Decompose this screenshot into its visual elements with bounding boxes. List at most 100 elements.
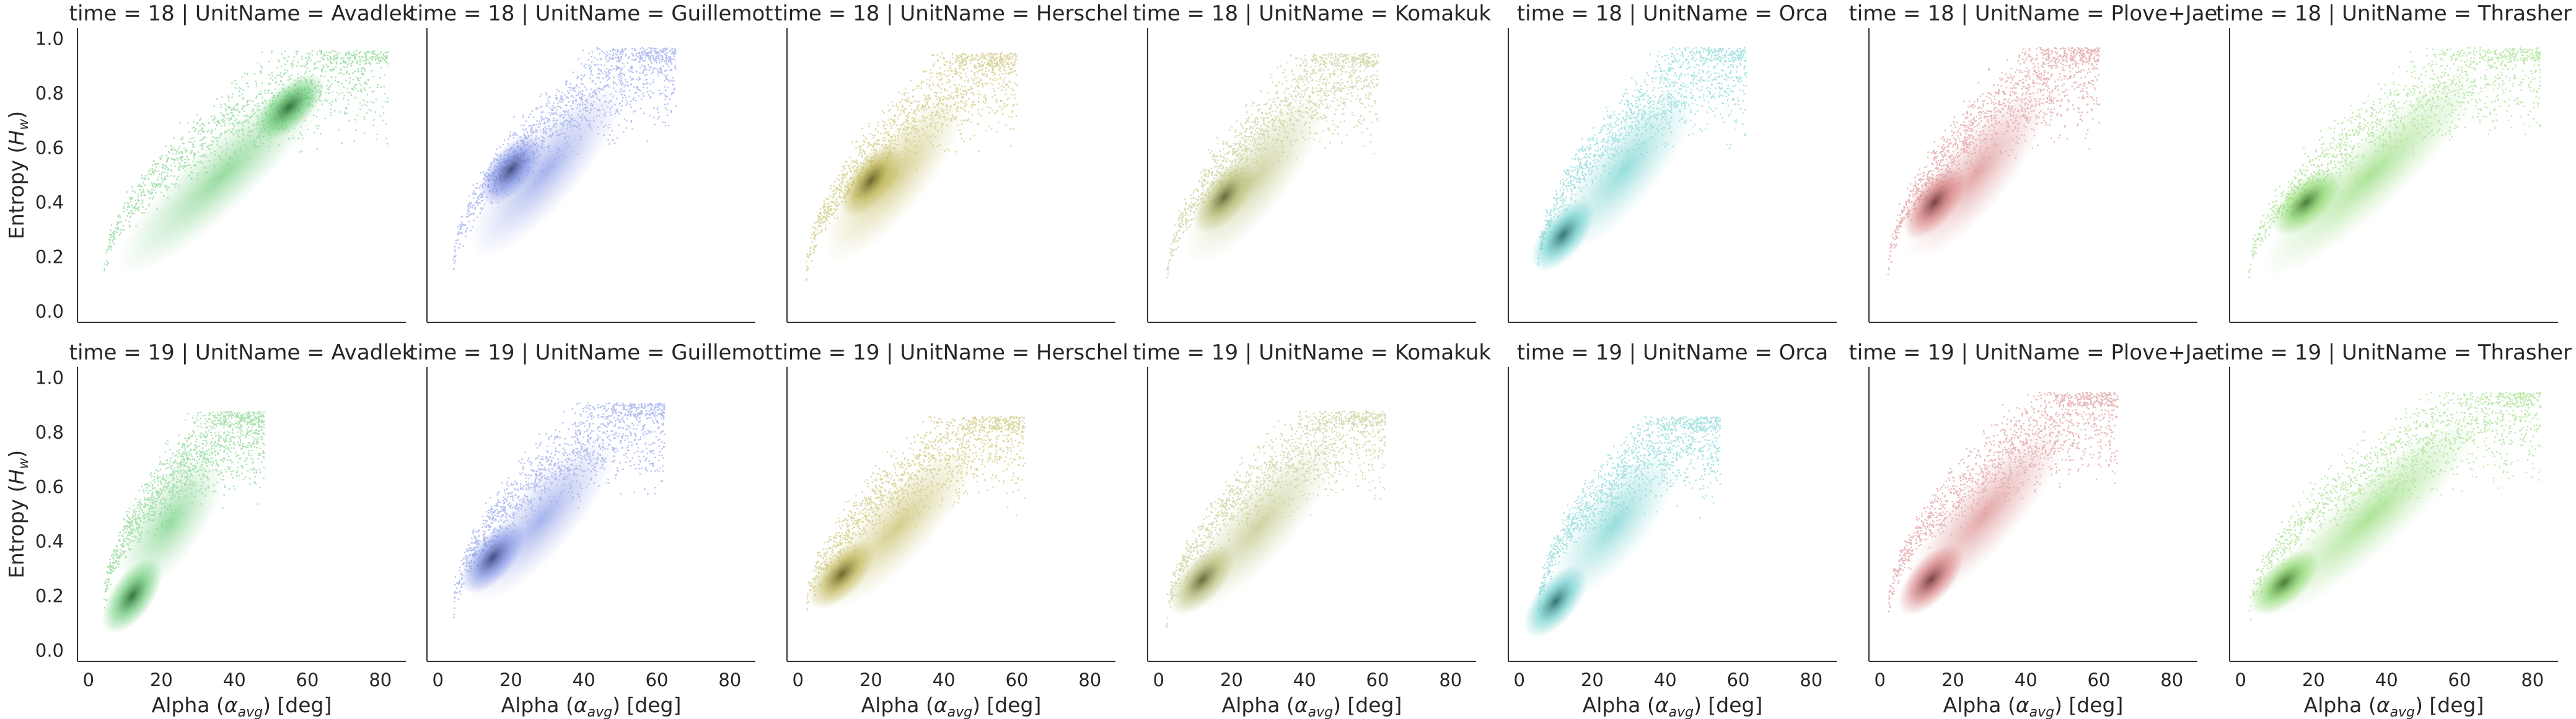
density-peak [839, 144, 903, 217]
density-points [1166, 52, 1379, 278]
density-peak [102, 558, 162, 634]
facet-title: time = 19 | UnitName = Guillemot [409, 340, 773, 365]
y-tick-label: 0.0 [35, 301, 64, 322]
x-axis-label: Alpha (αavg) [deg] [1943, 693, 2124, 719]
facet-panel: time = 19 | UnitName = Komakuk 0 20 40 60 80 A… [1133, 340, 1491, 719]
facet-panel: time = 18 | UnitName = Thrasher [2216, 1, 2572, 323]
y-tick-label: 0.2 [35, 585, 64, 606]
y-tick-label: 0.6 [35, 138, 64, 159]
density-points [805, 52, 1018, 281]
facet-title: time = 19 | UnitName = Plove+Jae [1849, 340, 2218, 365]
facet-title: time = 18 | UnitName = Orca [1517, 1, 1828, 26]
density-peak [1169, 544, 1236, 615]
density-peak [808, 539, 876, 609]
y-axis-label: Entropy (Hw) [4, 111, 32, 239]
density-scatter [805, 52, 1018, 281]
x-axis-label: Alpha (αavg) [deg] [2304, 693, 2484, 719]
density-points [1524, 416, 1721, 638]
density-body [117, 453, 224, 592]
y-tick-label: 0.0 [35, 640, 64, 661]
x-tick-label: 60 [2448, 669, 2471, 690]
density-body [1551, 451, 1677, 600]
density-peak [1192, 160, 1256, 234]
facet-title: time = 18 | UnitName = Guillemot [409, 1, 773, 26]
y-tick-label: 0.4 [35, 192, 64, 213]
facet-title: time = 18 | UnitName = Herschel [774, 1, 1128, 26]
density-peak [478, 133, 543, 206]
y-tick-label: 0.2 [35, 246, 64, 267]
x-axis-label: Alpha (αavg) [deg] [861, 693, 1042, 719]
facet-panel: time = 19 | UnitName = Herschel 0 20 40 60 80… [774, 340, 1128, 719]
x-tick-label: 20 [499, 669, 522, 690]
density-scatter [453, 402, 666, 619]
x-tick-label: 60 [1727, 669, 1750, 690]
density-points [102, 410, 265, 634]
density-body [2261, 72, 2480, 278]
x-tick-label: 40 [2375, 669, 2398, 690]
facet-panel: time = 19 | UnitName = Orca 0 20 40 60 80 Alph… [1508, 340, 1837, 719]
density-body [1905, 87, 2047, 260]
x-axis-label: Alpha (αavg) [deg] [501, 693, 682, 719]
x-tick-label: 80 [1800, 669, 1822, 690]
x-tick-label: 20 [2302, 669, 2325, 690]
facet-panel: time = 18 | UnitName = Herschel [774, 1, 1128, 323]
y-axis-label: Entropy (Hw) [4, 450, 32, 578]
density-scatter [806, 416, 1026, 612]
facet-panel: time = 18 | UnitName = Plove+Jae [1849, 1, 2218, 323]
density-points [1887, 46, 2101, 276]
facet-panel: time = 18 | UnitName = Orca [1508, 1, 1837, 323]
x-tick-label: 60 [646, 669, 669, 690]
density-points [1531, 46, 1747, 271]
x-tick-label: 20 [1941, 669, 1964, 690]
x-tick-label: 0 [82, 669, 94, 690]
x-tick-label: 80 [2521, 669, 2544, 690]
x-tick-label: 20 [859, 669, 882, 690]
density-peak [1903, 165, 1966, 239]
facet-title: time = 18 | UnitName = Komakuk [1133, 1, 1491, 26]
facet-title: time = 18 | UnitName = Avadlek [69, 1, 415, 26]
density-points [1166, 410, 1386, 628]
facet-title: time = 18 | UnitName = Thrasher [2216, 1, 2572, 26]
density-body [469, 83, 623, 259]
facet-title: time = 19 | UnitName = Komakuk [1133, 340, 1491, 365]
x-tick-label: 40 [223, 669, 246, 690]
density-peak [2249, 549, 2319, 615]
y-tick-label: 1.0 [35, 29, 64, 50]
x-tick-label: 40 [2015, 669, 2038, 690]
density-peak [2271, 169, 2341, 236]
x-axis-label: Alpha (αavg) [deg] [152, 693, 332, 719]
y-tick-label: 0.8 [35, 422, 64, 443]
x-tick-label: 20 [1581, 669, 1604, 690]
y-tick-label: 0.4 [35, 531, 64, 552]
x-tick-label: 20 [1220, 669, 1243, 690]
density-scatter [1166, 410, 1386, 628]
facet-title: time = 18 | UnitName = Plove+Jae [1849, 1, 2218, 26]
x-tick-label: 0 [1153, 669, 1164, 690]
facet-title: time = 19 | UnitName = Avadlek [69, 340, 415, 365]
density-points [103, 50, 389, 276]
x-tick-label: 0 [792, 669, 803, 690]
facet-title: time = 19 | UnitName = Herschel [774, 340, 1128, 365]
x-tick-label: 40 [573, 669, 596, 690]
density-points [453, 402, 666, 619]
x-tick-label: 80 [369, 669, 392, 690]
x-tick-label: 60 [2088, 669, 2111, 690]
x-tick-label: 0 [432, 669, 443, 690]
density-points [1888, 391, 2119, 615]
density-peak [460, 522, 525, 594]
density-points [2248, 391, 2541, 620]
x-tick-label: 60 [1006, 669, 1029, 690]
y-tick-label: 0.8 [35, 83, 64, 104]
density-peak [1898, 544, 1964, 615]
x-tick-label: 20 [150, 669, 173, 690]
x-tick-label: 40 [933, 669, 956, 690]
facet-panel: time = 19 | UnitName = Avadlek 0.0 0.2 0.4 0… [4, 340, 415, 719]
x-tick-label: 80 [718, 669, 741, 690]
x-tick-label: 0 [1874, 669, 1885, 690]
x-tick-label: 60 [296, 669, 319, 690]
facet-panel: time = 18 | UnitName = Komakuk [1133, 1, 1491, 323]
x-tick-label: 0 [1513, 669, 1524, 690]
y-tick-label: 0.6 [35, 477, 64, 498]
density-points [2248, 47, 2541, 278]
